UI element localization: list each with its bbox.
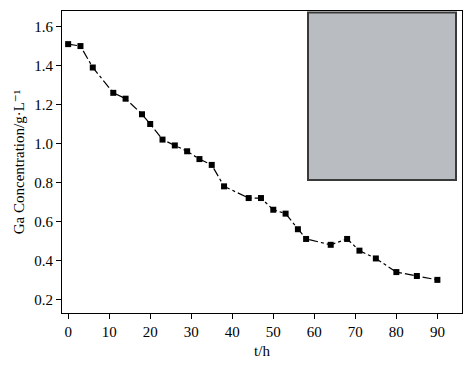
svg-text:1.2: 1.2 [34,97,53,113]
svg-text:1.4: 1.4 [34,58,53,74]
svg-text:10: 10 [102,324,117,340]
svg-text:60: 60 [307,324,322,340]
svg-text:30: 30 [184,324,199,340]
svg-text:0: 0 [64,324,72,340]
svg-text:1.6: 1.6 [34,19,53,35]
svg-text:50: 50 [266,324,281,340]
svg-text:20: 20 [143,324,158,340]
svg-text:0.6: 0.6 [34,214,53,230]
svg-text:70: 70 [348,324,363,340]
svg-text:0.2: 0.2 [34,292,53,308]
svg-text:0.8: 0.8 [34,175,53,191]
svg-text:40: 40 [225,324,240,340]
svg-text:0.4: 0.4 [34,253,53,269]
svg-text:90: 90 [430,324,445,340]
svg-text:1.0: 1.0 [34,136,53,152]
svg-text:80: 80 [389,324,404,340]
svg-text:t/h: t/h [254,343,270,359]
svg-text:Ga Concentration/g·L⁻¹: Ga Concentration/g·L⁻¹ [11,90,27,234]
